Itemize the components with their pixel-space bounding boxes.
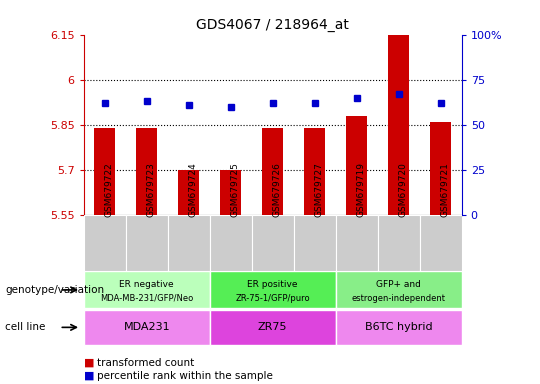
Text: MDA231: MDA231	[123, 322, 170, 333]
Text: MDA-MB-231/GFP/Neo: MDA-MB-231/GFP/Neo	[100, 294, 193, 303]
Bar	[168, 215, 210, 271]
Bar	[220, 170, 241, 215]
Text: GSM679723: GSM679723	[147, 162, 156, 217]
Bar	[377, 215, 420, 271]
Bar	[294, 215, 336, 271]
Text: ■: ■	[84, 371, 94, 381]
Text: B6TC hybrid: B6TC hybrid	[365, 322, 433, 333]
Text: GFP+ and: GFP+ and	[376, 280, 421, 289]
Bar	[262, 128, 283, 215]
Text: percentile rank within the sample: percentile rank within the sample	[97, 371, 273, 381]
Bar	[210, 271, 336, 308]
Bar	[252, 215, 294, 271]
Bar	[84, 310, 210, 345]
Text: transformed count: transformed count	[97, 358, 194, 368]
Text: GSM679719: GSM679719	[357, 162, 366, 217]
Bar	[420, 215, 462, 271]
Text: GSM679720: GSM679720	[399, 162, 408, 217]
Bar	[84, 215, 126, 271]
Bar	[210, 215, 252, 271]
Text: GSM679721: GSM679721	[441, 162, 450, 217]
Bar	[178, 170, 199, 215]
Text: GSM679722: GSM679722	[105, 162, 114, 217]
Text: ZR-75-1/GFP/puro: ZR-75-1/GFP/puro	[235, 294, 310, 303]
Bar	[336, 271, 462, 308]
Text: GSM679727: GSM679727	[315, 162, 323, 217]
Bar	[346, 116, 367, 215]
Bar	[336, 310, 462, 345]
Text: GSM679726: GSM679726	[273, 162, 282, 217]
Bar	[94, 128, 115, 215]
Bar	[136, 128, 157, 215]
Text: ■: ■	[84, 358, 94, 368]
Text: GSM679724: GSM679724	[188, 162, 198, 217]
Text: ER positive: ER positive	[247, 280, 298, 289]
Text: GSM679725: GSM679725	[231, 162, 240, 217]
Text: estrogen-independent: estrogen-independent	[352, 294, 446, 303]
Bar	[84, 271, 210, 308]
Bar	[430, 122, 451, 215]
Bar	[304, 128, 325, 215]
Bar	[210, 310, 336, 345]
Title: GDS4067 / 218964_at: GDS4067 / 218964_at	[196, 18, 349, 32]
Text: genotype/variation: genotype/variation	[5, 285, 105, 295]
Text: ZR75: ZR75	[258, 322, 287, 333]
Bar	[126, 215, 168, 271]
Text: cell line: cell line	[5, 322, 46, 333]
Bar	[388, 35, 409, 215]
Text: ER negative: ER negative	[119, 280, 174, 289]
Bar	[336, 215, 377, 271]
